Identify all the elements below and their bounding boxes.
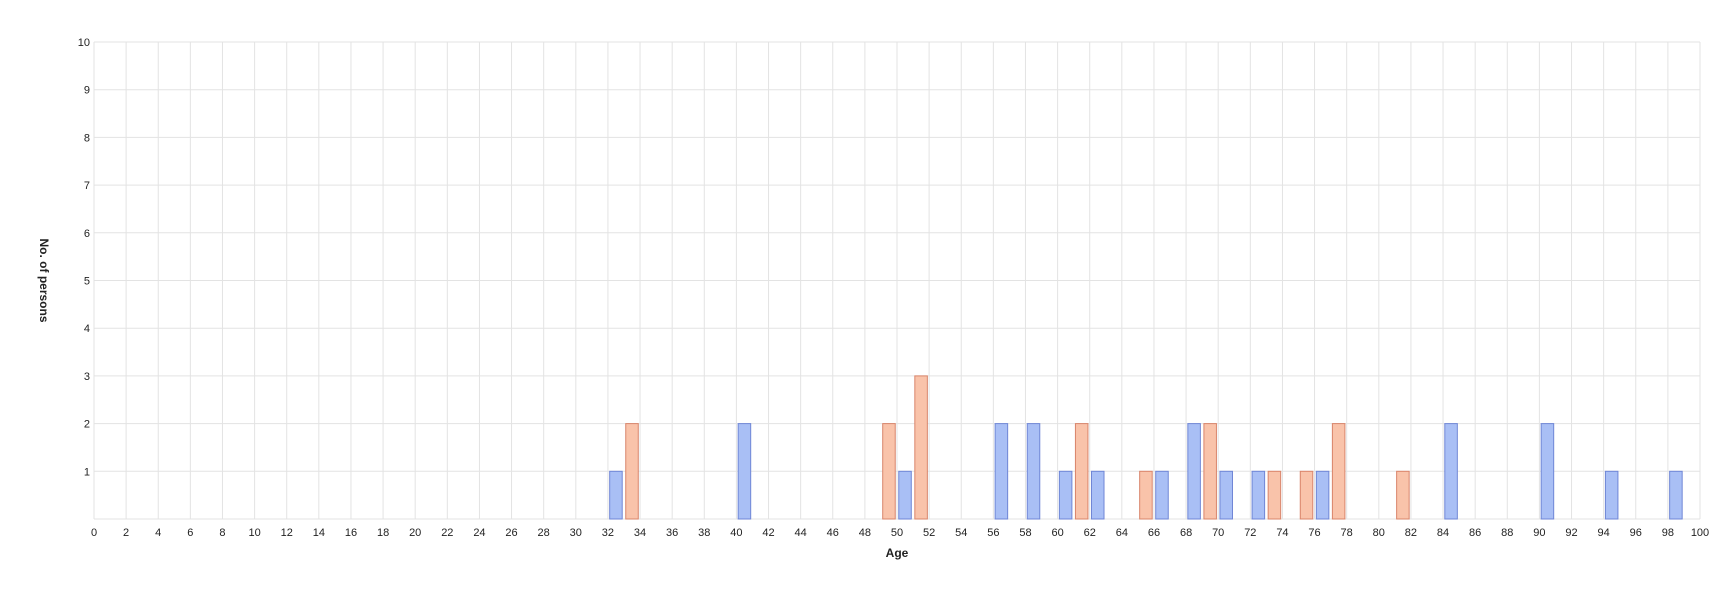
x-tick-label: 64 — [1116, 527, 1128, 539]
x-tick-label: 24 — [473, 527, 485, 539]
x-tick-label: 74 — [1276, 527, 1288, 539]
x-tick-labels: 0 2 4 6 8 10 12 14 16 18 20 22 24 26 28 30 32 34 36 38 40 42 4… — [91, 527, 1709, 539]
bar-series-1-age-72 — [1251, 470, 1266, 520]
bar-series-2-age-65 — [1139, 470, 1153, 520]
x-tick-label: 72 — [1244, 527, 1256, 539]
bar-series-1-age-98 — [1669, 470, 1683, 520]
bar-series-1-age-66 — [1155, 470, 1169, 520]
x-tick-label: 28 — [538, 527, 550, 539]
y-tick-label: 10 — [78, 37, 90, 49]
bar-series-1-age-60 — [1058, 470, 1073, 520]
x-tick-label: 14 — [313, 527, 325, 539]
x-tick-label: 54 — [955, 527, 967, 539]
bar-series-2-age-51 — [914, 375, 928, 520]
bar-series-2-age-61 — [1074, 423, 1089, 520]
x-tick-label: 34 — [634, 527, 646, 539]
y-tick-labels: 1 2 3 4 5 6 7 8 9 10 — [78, 37, 90, 478]
x-tick-label: 6 — [187, 527, 193, 539]
x-tick-label: 88 — [1501, 527, 1513, 539]
x-tick-label: 98 — [1662, 527, 1674, 539]
x-tick-label: 68 — [1180, 527, 1192, 539]
bar-series-1-age-70 — [1219, 470, 1233, 520]
bar-series-2-age-33 — [625, 423, 639, 520]
x-tick-label: 40 — [730, 527, 742, 539]
x-tick-label: 18 — [377, 527, 389, 539]
x-tick-label: 46 — [827, 527, 839, 539]
x-tick-label: 30 — [570, 527, 582, 539]
x-tick-label: 56 — [987, 527, 999, 539]
x-tick-label: 66 — [1148, 527, 1160, 539]
x-tick-label: 92 — [1565, 527, 1577, 539]
bar-series-1-age-84 — [1444, 423, 1458, 520]
bar-series-2-age-81 — [1396, 470, 1410, 520]
bar-series-2-age-49 — [882, 423, 896, 520]
x-tick-label: 26 — [505, 527, 517, 539]
bar-series-1-age-32 — [609, 470, 623, 520]
x-tick-label: 84 — [1437, 527, 1449, 539]
y-tick-label: 6 — [84, 228, 90, 240]
x-tick-label: 32 — [602, 527, 614, 539]
x-tick-label: 22 — [441, 527, 453, 539]
y-tick-label: 4 — [84, 323, 90, 335]
y-tick-label: 3 — [84, 371, 90, 383]
x-tick-label: 12 — [281, 527, 293, 539]
x-tick-label: 44 — [795, 527, 807, 539]
bar-series-1-age-68 — [1187, 423, 1201, 520]
x-tick-label: 86 — [1469, 527, 1481, 539]
bar-series-2-age-73 — [1267, 470, 1282, 520]
bar-series-2-age-69 — [1203, 423, 1217, 520]
bar-series-1-age-94 — [1604, 470, 1619, 520]
x-tick-label: 70 — [1212, 527, 1224, 539]
bar-series-1-age-40 — [737, 423, 752, 520]
x-tick-label: 62 — [1084, 527, 1096, 539]
x-tick-label: 4 — [155, 527, 161, 539]
grid-lines — [93, 41, 1701, 520]
x-tick-label: 0 — [91, 527, 97, 539]
x-tick-label: 58 — [1019, 527, 1031, 539]
x-tick-label: 96 — [1630, 527, 1642, 539]
x-tick-label: 50 — [891, 527, 903, 539]
bar-series-1-age-56 — [994, 423, 1009, 520]
y-tick-label: 7 — [84, 180, 90, 192]
bar-series-1-age-76 — [1315, 470, 1330, 520]
x-tick-label: 90 — [1533, 527, 1545, 539]
x-tick-label: 2 — [123, 527, 129, 539]
bar-series-1-age-90 — [1540, 423, 1555, 520]
x-tick-label: 48 — [859, 527, 871, 539]
x-tick-label: 52 — [923, 527, 935, 539]
x-tick-label: 76 — [1308, 527, 1320, 539]
x-tick-label: 42 — [762, 527, 774, 539]
x-tick-label: 82 — [1405, 527, 1417, 539]
x-tick-label: 60 — [1051, 527, 1063, 539]
y-tick-label: 8 — [84, 132, 90, 144]
y-axis-title: No. of persons — [37, 238, 51, 322]
x-tick-label: 20 — [409, 527, 421, 539]
y-tick-label: 1 — [84, 466, 90, 478]
x-tick-label: 8 — [219, 527, 225, 539]
bar-series-1-age-50 — [898, 470, 912, 520]
y-tick-label: 9 — [84, 85, 90, 97]
x-tick-label: 100 — [1691, 527, 1709, 539]
x-tick-label: 10 — [248, 527, 260, 539]
bar-series-2-age-75 — [1299, 470, 1314, 520]
bar-series-1-age-58 — [1026, 423, 1041, 520]
y-tick-label: 5 — [84, 276, 90, 288]
x-tick-label: 16 — [345, 527, 357, 539]
y-tick-label: 2 — [84, 419, 90, 431]
x-tick-label: 36 — [666, 527, 678, 539]
bar-series-1-age-62 — [1090, 470, 1105, 520]
bar-series-2-age-77 — [1331, 423, 1346, 520]
x-tick-label: 38 — [698, 527, 710, 539]
x-tick-label: 78 — [1341, 527, 1353, 539]
x-axis-title: Age — [886, 546, 909, 560]
x-tick-label: 80 — [1373, 527, 1385, 539]
x-tick-label: 94 — [1598, 527, 1610, 539]
bars — [609, 375, 1683, 520]
